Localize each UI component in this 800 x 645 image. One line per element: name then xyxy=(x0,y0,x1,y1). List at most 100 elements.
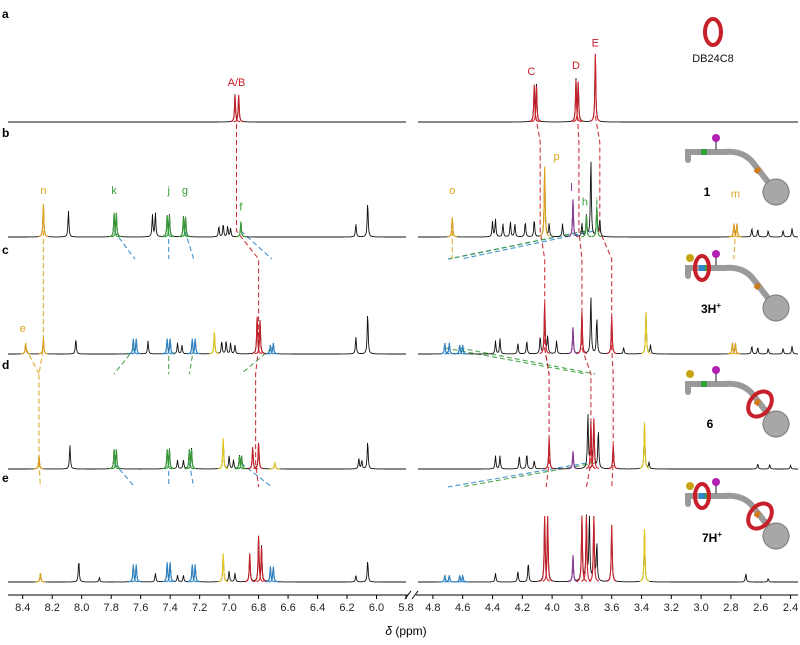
peak-d-10 xyxy=(218,438,229,470)
peak-d-5 xyxy=(164,449,175,470)
peak-e-25 xyxy=(457,575,468,583)
peak-b-7 xyxy=(164,214,175,238)
peak-a-3 xyxy=(531,85,542,123)
peak-c-6 xyxy=(162,338,173,355)
x-tick-label-right-7: 3.4 xyxy=(634,602,649,614)
peak-e-16 xyxy=(253,535,264,582)
axis-break-mark-2 xyxy=(411,590,419,600)
peak-label-b-l: l xyxy=(570,182,572,194)
peak-e-22 xyxy=(439,575,450,583)
axle-7h-knob xyxy=(712,478,720,486)
axle-3h-amide xyxy=(753,282,762,291)
peak-d-30 xyxy=(588,418,599,469)
panel-letter-a: a xyxy=(2,7,9,21)
peak-e-6 xyxy=(162,562,173,583)
peak-b-8 xyxy=(178,217,189,238)
spectra-traces xyxy=(8,53,798,583)
compound-label-e: 7H+ xyxy=(702,530,722,545)
x-axis: 8.4 8.2 8.0 7.8 7.6 7.4 7.2 7.0 6.8 6.6 6.4 6.2 6.0 5… xyxy=(8,590,798,614)
peak-c-1 xyxy=(38,338,49,355)
connector-15 xyxy=(240,462,273,488)
connector-8 xyxy=(113,230,136,260)
peak-c-41 xyxy=(640,312,652,355)
spectrum-a-trace-aromatic xyxy=(8,94,406,123)
spectrum-e xyxy=(8,514,798,583)
spectrum-d-trace-aliphatic xyxy=(418,414,798,470)
compound-label-d: 6 xyxy=(707,417,714,431)
molecule-6: 6 xyxy=(685,366,790,438)
axle-6-stopper xyxy=(762,410,790,438)
peak-d-9 xyxy=(186,449,197,470)
peak-b-17 xyxy=(447,217,458,238)
x-tick-label-left-10: 6.4 xyxy=(310,602,325,614)
spectrum-d xyxy=(8,414,798,470)
peak-e-4 xyxy=(131,564,142,583)
peak-b-6 xyxy=(162,214,173,238)
x-tick-label-right-12: 2.4 xyxy=(783,602,798,614)
peak-b-9 xyxy=(180,217,191,238)
peak-b-34 xyxy=(728,223,739,238)
peak-e-3 xyxy=(128,564,139,583)
connector-26 xyxy=(461,462,596,488)
panel-letter-e: e xyxy=(2,471,9,485)
x-tick-label-left-8: 6.8 xyxy=(251,602,266,614)
axle-1 xyxy=(685,134,790,206)
peak-c-32 xyxy=(539,303,550,354)
peak-label-b-h: h xyxy=(582,196,588,208)
x-tick-label-left-6: 7.2 xyxy=(192,602,207,614)
x-tick-label-right-11: 2.6 xyxy=(753,602,768,614)
spectrum-a xyxy=(8,53,798,123)
peak-e-31 xyxy=(567,555,579,583)
x-tick-label-right-4: 4.0 xyxy=(544,602,559,614)
peak-b-14 xyxy=(235,221,246,238)
peak-label-a-d: D xyxy=(572,60,580,72)
axle-1-knob xyxy=(712,134,720,142)
connector-22 xyxy=(449,230,586,260)
axle-6 xyxy=(685,366,790,438)
peak-c-4 xyxy=(131,338,142,355)
peak-label-b-o: o xyxy=(449,185,455,197)
peak-label-b-g: g xyxy=(182,185,188,197)
spectrum-b xyxy=(8,161,798,238)
peak-c-20 xyxy=(268,342,279,355)
peak-label-a-e: E xyxy=(592,37,599,49)
peak-c-39 xyxy=(606,316,617,355)
peak-c-18 xyxy=(254,320,266,355)
peak-c-0 xyxy=(20,342,31,355)
peak-d-14 xyxy=(236,455,247,470)
x-tick-label-left-4: 7.6 xyxy=(133,602,148,614)
x-tick-label-left-5: 7.4 xyxy=(162,602,177,614)
x-tick-label-right-9: 3.0 xyxy=(693,602,708,614)
x-tick-label-left-7: 7.0 xyxy=(221,602,236,614)
x-tick-label-left-13: 5.8 xyxy=(398,602,413,614)
peak-label-b-k: k xyxy=(111,185,117,197)
peak-c-43 xyxy=(727,342,738,355)
spectrum-a-trace-aliphatic xyxy=(418,59,798,123)
peak-connectors xyxy=(25,115,736,488)
peak-e-15 xyxy=(244,553,255,583)
panel-letter-b: b xyxy=(2,126,9,140)
peak-d-0 xyxy=(33,455,44,470)
peak-d-32 xyxy=(608,444,619,470)
peak-b-30 xyxy=(581,214,592,238)
peak-e-7 xyxy=(165,562,176,583)
molecule-7h: 7H+ xyxy=(685,478,790,550)
x-tick-label-left-1: 8.2 xyxy=(45,602,60,614)
peak-label-a-ab: A/B xyxy=(228,77,246,89)
peak-c-36 xyxy=(576,312,588,355)
peak-label-b-f: f xyxy=(239,202,243,214)
spectrum-c-trace-aliphatic xyxy=(418,297,798,355)
x-tick-label-right-10: 2.8 xyxy=(723,602,738,614)
spectrum-b-trace-aliphatic xyxy=(418,161,798,238)
peak-c-17 xyxy=(252,316,263,355)
peak-e-19 xyxy=(268,566,279,583)
axle-6-rod xyxy=(685,380,771,417)
peak-c-19 xyxy=(265,345,276,355)
peak-d-26 xyxy=(544,438,555,470)
peak-c-11 xyxy=(190,338,201,355)
peak-a-1 xyxy=(233,94,244,123)
peak-d-3 xyxy=(111,449,122,470)
peak-e-0 xyxy=(35,573,46,583)
peak-c-25 xyxy=(454,345,465,355)
